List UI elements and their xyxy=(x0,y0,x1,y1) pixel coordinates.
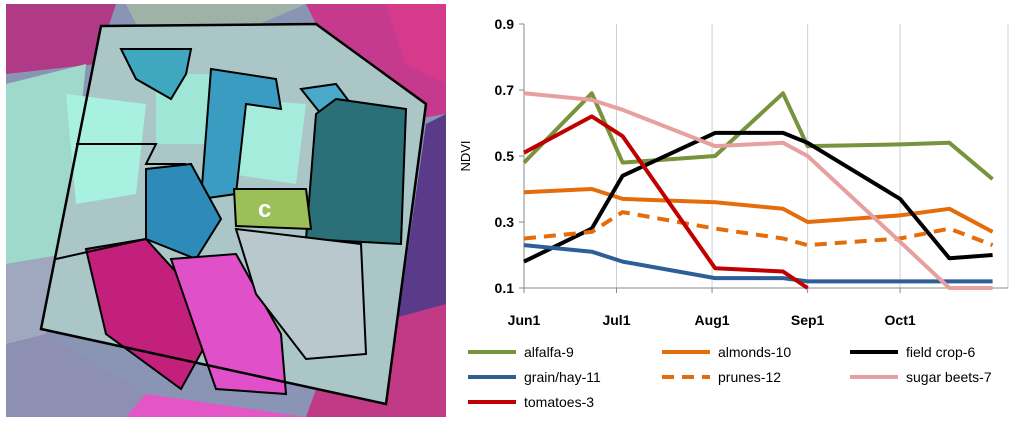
map-parcel-green xyxy=(232,188,313,231)
map-field-cyan-3 xyxy=(231,99,306,184)
map-field-magenta-topleft xyxy=(6,4,116,74)
series-line-almonds-10 xyxy=(523,187,994,234)
map-parcel-blue-2 xyxy=(199,67,283,201)
map-field-cyan-1 xyxy=(66,94,146,204)
series-line-grain-hay-11 xyxy=(523,243,993,284)
chart-panel: 0.9 0.7 0.5 0.3 0.1 Jun1 Jul1 Aug1 Sep1 Oct1 NDV… xyxy=(456,0,1020,423)
satellite-map: c xyxy=(6,4,446,417)
map-field-magenta-corner xyxy=(386,4,446,84)
series-line-prunes-12 xyxy=(523,210,994,248)
series-line-field-crop-6 xyxy=(523,130,993,264)
series-line-sugar-beets-7 xyxy=(523,91,993,290)
legend-label: alfalfa-9 xyxy=(524,344,574,360)
series-line-alfalfa-9 xyxy=(522,91,994,181)
y-tick-label: 0.7 xyxy=(495,82,515,98)
chart-gridlines xyxy=(615,24,1009,288)
x-tick-label: Jul1 xyxy=(602,312,630,328)
x-tick-label: Jun1 xyxy=(508,312,541,328)
legend-label: tomatoes-3 xyxy=(524,394,594,410)
chart-legend: alfalfa-9 almonds-10 field crop-6 grain/hay… xyxy=(468,344,992,410)
map-parcel-boundary xyxy=(39,22,428,406)
map-parcel-teal xyxy=(304,97,408,246)
map-parcel-gray xyxy=(234,227,368,361)
legend-label: prunes-12 xyxy=(718,369,781,385)
map-parcel-divider-1 xyxy=(76,143,186,165)
series-line-tomatoes-3 xyxy=(523,114,809,290)
x-tick-label: Aug1 xyxy=(695,312,730,328)
map-field-pink-bottom xyxy=(126,394,306,417)
map-label-c: c xyxy=(258,196,271,223)
legend-label: sugar beets-7 xyxy=(906,369,992,385)
y-tick-label: 0.1 xyxy=(495,280,515,296)
map-panel: c xyxy=(6,4,446,417)
x-tick-label: Sep1 xyxy=(791,312,825,328)
y-tick-label: 0.5 xyxy=(495,148,515,164)
x-tick-labels: Jun1 Jul1 Aug1 Sep1 Oct1 xyxy=(508,288,916,328)
legend-label: almonds-10 xyxy=(718,344,791,360)
map-field-lavender-bottomleft xyxy=(6,334,146,417)
chart-series xyxy=(522,91,994,290)
map-parcel-pink xyxy=(169,252,288,396)
ndvi-line-chart: 0.9 0.7 0.5 0.3 0.1 Jun1 Jul1 Aug1 Sep1 Oct1 NDV… xyxy=(458,16,1009,410)
y-axis-label: NDVI xyxy=(458,140,473,171)
legend-label: grain/hay-11 xyxy=(524,369,601,385)
map-parcel-blue-1 xyxy=(119,48,193,101)
y-tick-label: 0.9 xyxy=(495,16,515,32)
x-tick-label: Oct1 xyxy=(885,312,916,328)
y-tick-labels: 0.9 0.7 0.5 0.3 0.1 xyxy=(495,16,524,296)
map-parcel-divider-2 xyxy=(55,238,147,260)
legend-label: field crop-6 xyxy=(906,344,975,360)
y-tick-label: 0.3 xyxy=(495,214,515,230)
